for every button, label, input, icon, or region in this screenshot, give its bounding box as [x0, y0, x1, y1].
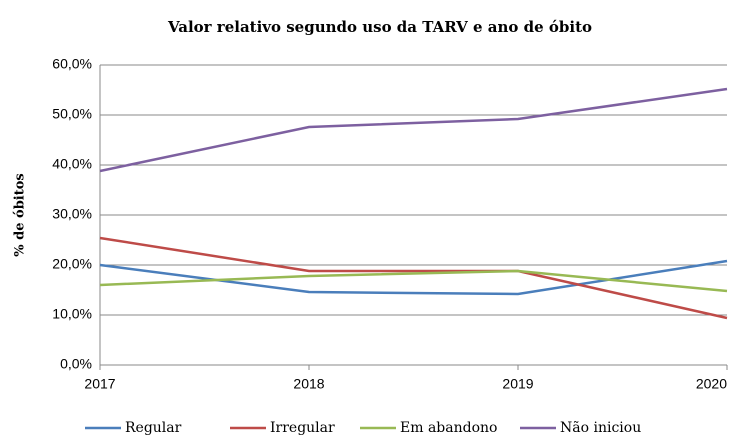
x-tick-label: 2018	[293, 376, 324, 392]
series-line	[99, 87, 728, 173]
y-tick-label: 50,0%	[52, 106, 92, 122]
x-tick-label: 2017	[84, 376, 115, 392]
series-line	[99, 269, 728, 293]
legend-label: Em abandono	[400, 420, 497, 436]
legend-label: Regular	[125, 420, 182, 436]
legend-label: Não iniciou	[560, 420, 641, 436]
y-tick-label: 20,0%	[52, 256, 92, 272]
x-tick-label: 2020	[696, 376, 727, 392]
y-tick-label: 60,0%	[52, 56, 92, 72]
chart-title: Valor relativo segundo uso da TARV e ano…	[167, 18, 592, 36]
y-tick-label: 10,0%	[52, 306, 92, 322]
y-tick-label: 40,0%	[52, 156, 92, 172]
y-tick-label: 0,0%	[60, 356, 92, 372]
legend-label: Irregular	[270, 420, 335, 436]
series-line	[99, 236, 728, 320]
y-axis-label: % de óbitos	[13, 173, 28, 256]
y-tick-label: 30,0%	[52, 206, 92, 222]
x-tick-label: 2019	[502, 376, 533, 392]
series-line	[99, 259, 728, 296]
